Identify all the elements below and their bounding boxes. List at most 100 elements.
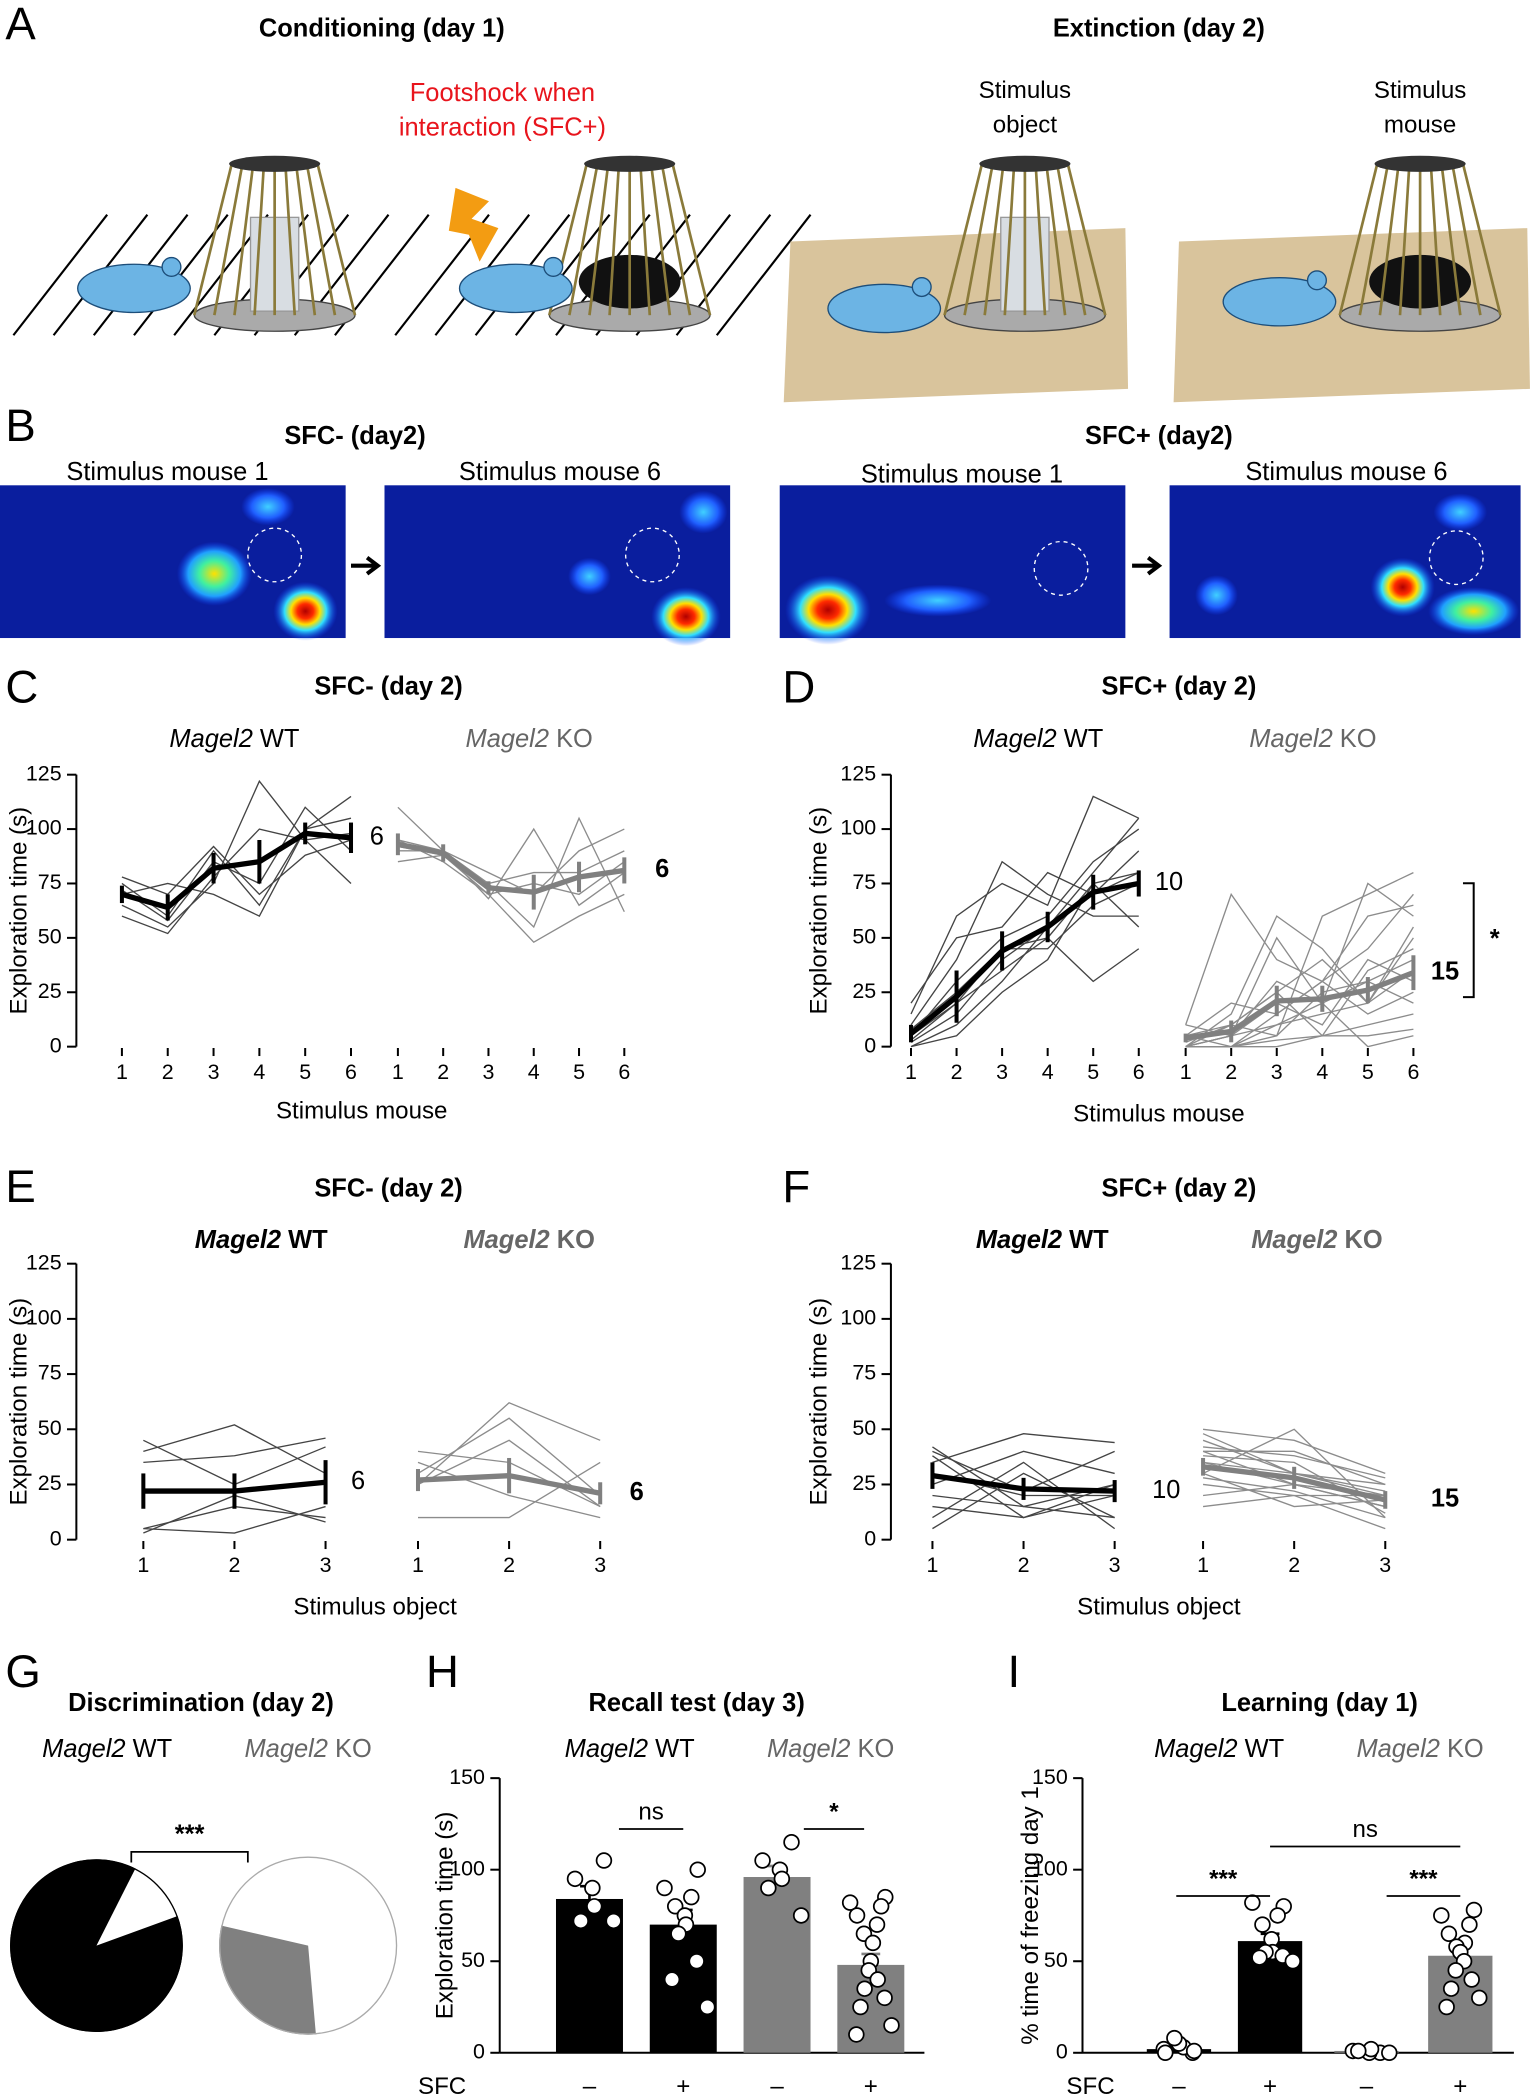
group-label: Magel2 WT xyxy=(42,1735,172,1763)
cage-top xyxy=(584,155,676,172)
data-point xyxy=(595,1852,613,1869)
group-label: Magel2 KO xyxy=(466,725,593,753)
mouse-label: mouse xyxy=(1384,112,1456,139)
y-tick-label: 50 xyxy=(461,1948,485,1972)
individual-line xyxy=(1203,1446,1386,1479)
genotype: WT xyxy=(260,725,300,753)
mean-line xyxy=(909,880,1140,1036)
data-point xyxy=(1254,1916,1271,1933)
cage-bar xyxy=(1055,163,1087,316)
data-point xyxy=(1440,1925,1458,1943)
individual-line xyxy=(121,806,352,922)
significance-label: *** xyxy=(175,1820,205,1848)
x-tick-label: 2 xyxy=(162,1060,174,1084)
genotype: KO xyxy=(1345,1226,1383,1254)
x-tick-label: 1 xyxy=(392,1060,404,1084)
data-point xyxy=(663,1971,681,1988)
y-tick-label: 150 xyxy=(1032,1765,1068,1789)
test-mouse xyxy=(1222,276,1337,327)
test-mouse-ear xyxy=(911,276,932,298)
individual-line xyxy=(910,828,1140,1037)
y-tick-label: 0 xyxy=(473,2039,485,2063)
x-axis-label: Stimulus object xyxy=(1077,1593,1241,1620)
x-tick-label: 1 xyxy=(1197,1553,1209,1577)
data-point xyxy=(1166,2029,1183,2047)
individual-line xyxy=(1185,1028,1414,1048)
x-tick-label: 2 xyxy=(951,1060,963,1084)
y-tick-label: 75 xyxy=(38,1361,62,1385)
x-tick-label: 2 xyxy=(1225,1060,1237,1084)
data-point xyxy=(1442,1980,1460,1997)
individual-line xyxy=(1202,1477,1386,1519)
individual-line xyxy=(910,860,1139,1026)
heatmaps xyxy=(0,485,1521,647)
test-mouse xyxy=(458,263,573,314)
data-point xyxy=(572,1912,590,1930)
test-mouse xyxy=(827,283,942,334)
data-point xyxy=(792,1907,810,1924)
significance-label: ns xyxy=(638,1798,663,1825)
panel-letter: D xyxy=(782,661,815,712)
hot-spot xyxy=(273,581,338,641)
data-point xyxy=(1157,2044,1174,2062)
data-point xyxy=(1350,2042,1367,2060)
data-point xyxy=(883,2017,900,2034)
y-tick-label: 50 xyxy=(38,925,62,949)
x-tick-label: 4 xyxy=(1042,1060,1054,1084)
genotype: WT xyxy=(1069,1226,1109,1254)
data-point xyxy=(689,1861,706,1878)
chart-title: SFC+ (day 2) xyxy=(1102,672,1257,700)
gene-name: Magel2 xyxy=(463,1226,549,1254)
data-point xyxy=(773,1870,791,1888)
cage-bar xyxy=(983,163,1005,316)
individual-line xyxy=(121,839,352,896)
cage-bar xyxy=(233,163,255,316)
panel-letter: C xyxy=(5,661,38,712)
individual-line xyxy=(397,839,625,944)
individual-line xyxy=(1202,1494,1386,1530)
x-tick-label: 1 xyxy=(137,1553,149,1577)
row-label: SFC xyxy=(418,2073,466,2100)
data-point xyxy=(656,1879,673,1897)
individual-line xyxy=(417,1461,601,1519)
x-tick-label: 4 xyxy=(253,1060,265,1084)
data-point xyxy=(1447,1962,1464,1979)
data-point xyxy=(1185,2042,1203,2060)
genotype: WT xyxy=(1064,725,1104,753)
map-label: Stimulus mouse 1 xyxy=(861,461,1063,489)
arrow xyxy=(351,556,382,576)
panel-letter: B xyxy=(5,400,35,451)
individual-line xyxy=(121,817,352,917)
data-point xyxy=(605,1912,622,1930)
chart-title: Recall test (day 3) xyxy=(588,1689,804,1717)
genotype: KO xyxy=(556,725,593,753)
y-tick-label: 0 xyxy=(864,1033,876,1057)
group-label: Magel2 KO xyxy=(767,1735,894,1763)
cage-bar xyxy=(568,163,599,316)
y-tick-label: 125 xyxy=(840,1250,876,1274)
test-mouse xyxy=(77,263,191,314)
individual-line xyxy=(1202,1472,1386,1508)
chart-title: SFC+ (day 2) xyxy=(1102,1175,1257,1203)
data-point xyxy=(1463,1971,1480,1988)
cages xyxy=(77,155,1502,334)
hot-spot xyxy=(1370,557,1435,617)
y-tick-label: 25 xyxy=(852,979,876,1003)
y-tick-label: 100 xyxy=(26,816,62,840)
y-tick-label: 100 xyxy=(1032,1856,1068,1880)
x-tick-label: 2 xyxy=(437,1060,449,1084)
x-tick-label: 6 xyxy=(1407,1060,1419,1084)
panel-letter: I xyxy=(1007,1646,1020,1697)
x-tick-label: 6 xyxy=(345,1060,357,1084)
x-tick-label: 4 xyxy=(1316,1060,1328,1084)
genotype: KO xyxy=(335,1735,372,1763)
individual-line xyxy=(417,1439,601,1508)
individual-line xyxy=(1202,1428,1386,1519)
y-axis-label: Exploration time (s) xyxy=(5,807,32,1015)
genotype: WT xyxy=(1245,1735,1285,1763)
x-axis-label: Stimulus mouse xyxy=(1073,1100,1245,1127)
x-tick-label: 3 xyxy=(483,1060,495,1084)
x-tick-label: 5 xyxy=(1362,1060,1374,1084)
individual-line xyxy=(932,1450,1115,1486)
x-axis-label: Stimulus object xyxy=(293,1593,457,1620)
